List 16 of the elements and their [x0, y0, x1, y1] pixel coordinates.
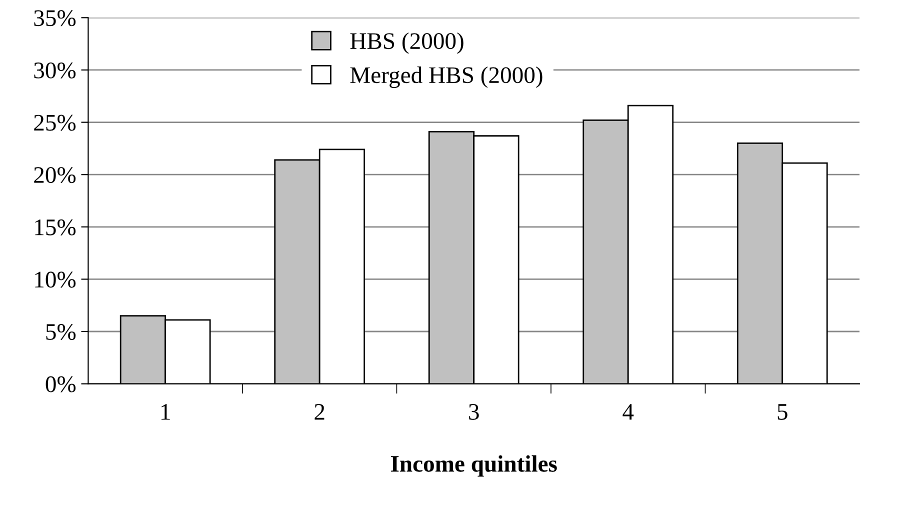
x-tick-label: 5 — [778, 404, 788, 420]
y-tick-label: 10% — [35, 272, 76, 288]
x-tick-label: 3 — [469, 404, 479, 420]
x-tick-label: 2 — [314, 404, 324, 420]
x-tick-label: 4 — [622, 404, 634, 420]
x-axis-title: Income quintiles — [391, 455, 557, 477]
y-tick-label: 5% — [46, 324, 76, 340]
y-tick-label: 35% — [34, 10, 76, 26]
y-tick-label: 25% — [34, 114, 76, 131]
y-tick-label: 0% — [46, 376, 76, 392]
y-tick-label: 15% — [35, 219, 76, 236]
y-tick-label: 30% — [34, 62, 76, 78]
y-tick-label: 20% — [34, 167, 76, 184]
legend-label: Merged HBS (2000) — [350, 66, 542, 88]
x-tick-label: 1 — [162, 404, 170, 420]
legend-label: HBS (2000) — [350, 32, 464, 54]
